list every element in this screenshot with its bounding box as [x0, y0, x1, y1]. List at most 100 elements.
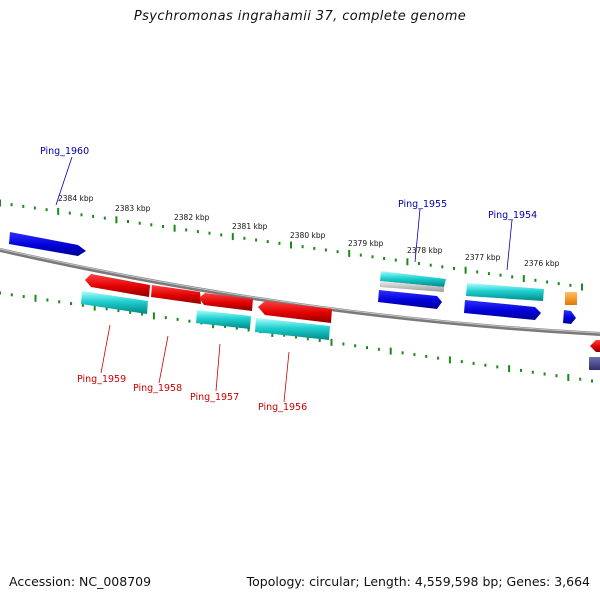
scale-minor-tick	[235, 326, 238, 330]
scale-minor-tick	[359, 253, 362, 257]
scale-major-tick	[57, 207, 60, 215]
scale-minor-tick	[484, 363, 487, 367]
rna-feature-1955[interactable]	[380, 271, 446, 287]
scale-minor-tick	[546, 280, 549, 284]
genome-backbone-highlight	[0, 248, 600, 334]
scale-major-tick	[581, 283, 583, 291]
scale-tick-label: 2383 kbp	[115, 204, 151, 213]
gene-label-ping-1957[interactable]: Ping_1957	[190, 392, 239, 403]
gene-label-ping-1959[interactable]: Ping_1959	[77, 374, 126, 385]
scale-minor-tick	[105, 307, 108, 311]
scale-minor-tick	[383, 256, 386, 260]
gene-ping-1955[interactable]	[378, 290, 442, 309]
scale-minor-tick	[92, 214, 95, 218]
scale-tick-label: 2376 kbp	[524, 259, 560, 268]
scale-minor-tick	[306, 337, 309, 341]
scale-minor-tick	[413, 353, 416, 357]
forward-strand-features	[9, 232, 577, 324]
scale-minor-tick	[295, 335, 297, 339]
genome-summary-label: Topology: circular; Length: 4,559,598 bp…	[246, 574, 590, 589]
scale-minor-tick	[70, 302, 72, 306]
scale-minor-tick	[283, 333, 286, 337]
edge-feature-slate[interactable]	[589, 357, 600, 370]
scale-minor-tick	[429, 263, 432, 267]
gene-ping-1960[interactable]	[9, 232, 86, 256]
scale-major-tick	[508, 365, 511, 373]
scale-minor-tick	[138, 221, 141, 225]
scale-major-tick	[448, 356, 451, 364]
scale-minor-tick	[68, 211, 71, 215]
genome-backbone	[0, 248, 600, 336]
scale-minor-tick	[324, 248, 327, 252]
rna-feature-1956[interactable]	[255, 318, 330, 340]
scale-major-tick	[522, 275, 525, 283]
small-feature-blue[interactable]	[563, 310, 576, 324]
scale-tick-label: 2379 kbp	[348, 239, 384, 248]
rna-feature-1959[interactable]	[81, 291, 148, 314]
scale-minor-tick	[354, 344, 357, 348]
scale-minor-tick	[33, 206, 36, 210]
scale-minor-tick	[22, 204, 25, 208]
scale-major-tick	[152, 312, 155, 320]
scale-tick-label: 2380 kbp	[290, 231, 326, 240]
edge-gene-red[interactable]	[590, 340, 600, 352]
accession-label: Accession: NC_008709	[9, 574, 152, 589]
gene-ping-1956[interactable]	[258, 301, 332, 323]
scale-minor-tick	[555, 374, 558, 378]
gene-ping-1958[interactable]	[151, 285, 201, 304]
gene-ping-1959[interactable]	[85, 274, 150, 297]
small-feature-orange[interactable]	[565, 292, 577, 305]
scale-minor-tick	[80, 213, 83, 217]
scale-minor-tick	[520, 368, 522, 372]
scale-major-tick	[389, 347, 392, 355]
scale-major-tick	[464, 266, 467, 274]
scale-minor-tick	[208, 231, 211, 235]
reverse-label-leaders	[100, 324, 290, 403]
scale-minor-tick	[511, 275, 514, 279]
scale-minor-tick	[318, 339, 321, 342]
scale-tick-label: 2382 kbp	[174, 213, 210, 222]
scale-minor-tick	[342, 342, 345, 346]
scale-minor-tick	[441, 265, 444, 269]
scale-major-tick	[348, 249, 351, 257]
scale-minor-tick	[569, 283, 572, 287]
scale-minor-tick	[394, 258, 397, 262]
scale-minor-tick	[476, 270, 479, 274]
gene-label-ping-1958[interactable]: Ping_1958	[133, 383, 182, 394]
rna-feature-1957[interactable]	[196, 310, 251, 329]
scale-minor-tick	[313, 246, 316, 250]
scale-minor-tick	[141, 312, 144, 316]
scale-minor-tick	[579, 377, 582, 381]
scale-ring-outer	[0, 199, 583, 291]
scale-minor-tick	[543, 372, 546, 376]
scale-minor-tick	[336, 250, 339, 254]
scale-tick-label: 2377 kbp	[465, 253, 501, 262]
scale-minor-tick	[46, 298, 49, 302]
scale-major-tick	[93, 303, 96, 311]
scale-major-tick	[330, 338, 333, 346]
scale-minor-tick	[127, 220, 129, 223]
scale-minor-tick	[472, 361, 475, 365]
scale-major-tick	[290, 241, 292, 249]
scale-minor-tick	[224, 324, 226, 328]
scale-minor-tick	[401, 351, 404, 355]
gene-ping-1957[interactable]	[199, 293, 253, 311]
scale-minor-tick	[266, 240, 269, 244]
scale-minor-tick	[418, 262, 420, 265]
gene-label-ping-1956[interactable]: Ping_1956	[258, 402, 307, 413]
rna-feature-1954[interactable]	[466, 283, 544, 301]
scale-minor-tick	[164, 316, 167, 320]
forward-label-leaders	[55, 156, 513, 271]
misc-feature-1955	[380, 281, 444, 292]
scale-minor-tick	[496, 365, 499, 369]
gene-label-ping-1955[interactable]: Ping_1955	[398, 199, 447, 210]
scale-minor-tick	[371, 255, 374, 259]
gene-label-ping-1960[interactable]: Ping_1960	[40, 146, 89, 157]
scale-minor-tick	[557, 282, 560, 286]
gene-label-ping-1954[interactable]: Ping_1954	[488, 210, 537, 221]
gene-ping-1954[interactable]	[464, 300, 541, 320]
scale-tick-label: 2381 kbp	[232, 222, 268, 231]
scale-minor-tick	[377, 347, 380, 351]
scale-minor-tick	[10, 293, 13, 297]
